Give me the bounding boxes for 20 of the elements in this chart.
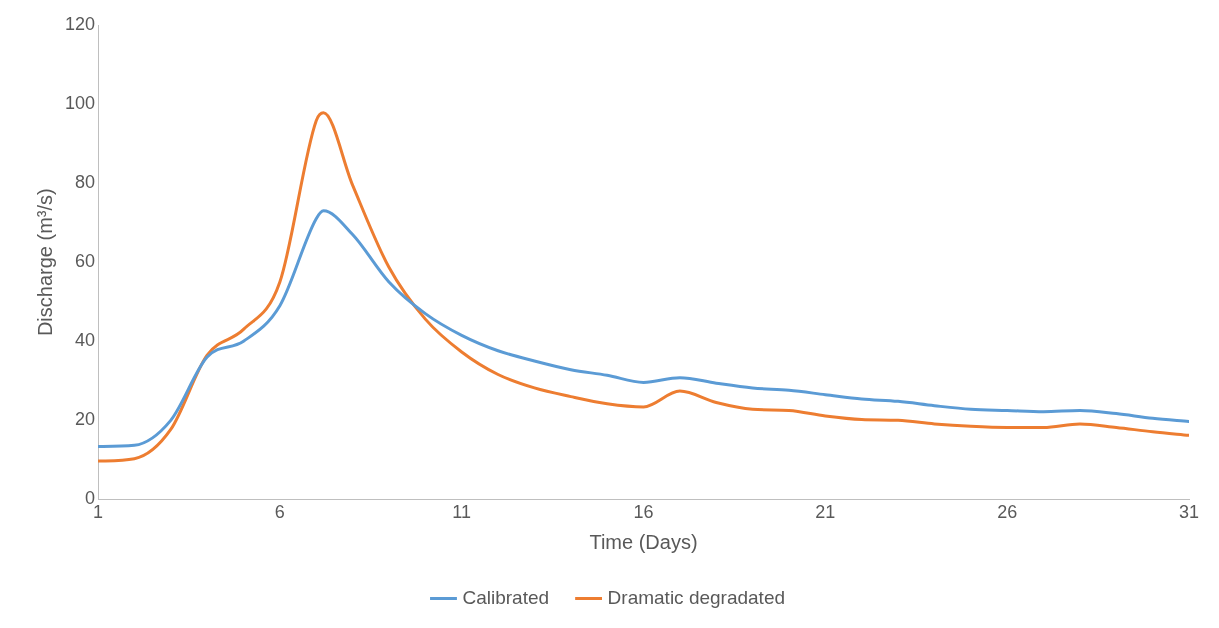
x-tick-label: 6 <box>274 502 285 523</box>
y-tick-label: 120 <box>64 13 96 34</box>
x-tick-label: 21 <box>815 502 836 523</box>
y-tick-label: 0 <box>85 488 96 509</box>
y-tick-label: 80 <box>75 172 96 193</box>
x-tick-label: 26 <box>997 502 1018 523</box>
y-tick-label: 60 <box>75 251 96 272</box>
line-series <box>98 209 1189 448</box>
y-tick-label: 20 <box>75 409 96 430</box>
y-axis-title: Discharge (m³/s) <box>33 188 56 337</box>
x-tick-label: 31 <box>1178 502 1200 523</box>
legend-label: Dramatic degradated <box>607 586 786 608</box>
legend-label: Calibrated <box>462 586 550 608</box>
line-series <box>98 111 1189 463</box>
x-tick-label: 16 <box>633 502 654 523</box>
y-tick-label: 100 <box>64 93 96 114</box>
x-tick-label: 1 <box>93 502 104 523</box>
x-tick-label: 11 <box>452 502 472 523</box>
y-tick-label: 40 <box>75 330 96 351</box>
x-axis-title: Time (Days) <box>589 530 698 553</box>
